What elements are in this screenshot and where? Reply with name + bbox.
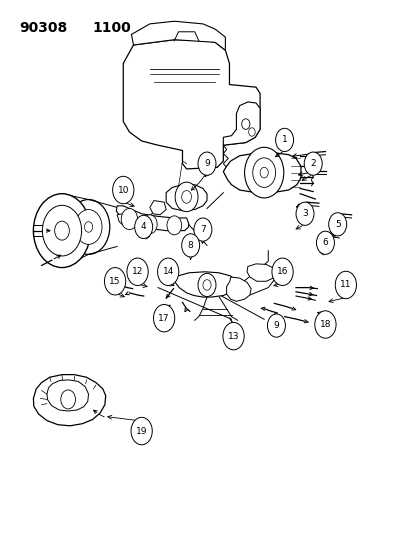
Polygon shape — [33, 375, 105, 426]
Text: 16: 16 — [276, 267, 287, 276]
Text: 14: 14 — [162, 267, 173, 276]
Circle shape — [112, 176, 133, 204]
Circle shape — [275, 128, 293, 151]
Circle shape — [55, 221, 69, 240]
Circle shape — [244, 147, 283, 198]
Polygon shape — [131, 21, 225, 50]
Circle shape — [202, 280, 211, 290]
Text: 19: 19 — [135, 426, 147, 435]
Circle shape — [84, 222, 93, 232]
Circle shape — [248, 128, 254, 136]
Circle shape — [142, 215, 157, 234]
Circle shape — [241, 119, 249, 130]
Circle shape — [153, 304, 174, 332]
Circle shape — [131, 417, 152, 445]
Text: 1: 1 — [281, 135, 287, 144]
Polygon shape — [47, 380, 88, 411]
Text: 12: 12 — [132, 267, 143, 276]
Text: 8: 8 — [188, 241, 193, 250]
Circle shape — [197, 152, 216, 175]
Text: 6: 6 — [322, 238, 328, 247]
Circle shape — [335, 271, 356, 298]
Polygon shape — [226, 277, 251, 301]
Circle shape — [267, 314, 285, 337]
Circle shape — [134, 215, 152, 239]
Circle shape — [197, 273, 216, 296]
Text: 90308: 90308 — [19, 21, 67, 35]
Circle shape — [316, 231, 334, 254]
Text: 3: 3 — [301, 209, 307, 218]
Text: 17: 17 — [158, 314, 169, 322]
Circle shape — [127, 258, 148, 286]
Polygon shape — [223, 102, 259, 145]
Text: 11: 11 — [339, 280, 351, 289]
Text: 10: 10 — [117, 185, 129, 195]
Circle shape — [271, 258, 292, 286]
Circle shape — [259, 167, 268, 178]
Circle shape — [328, 213, 346, 236]
Circle shape — [67, 199, 109, 254]
Text: 9: 9 — [204, 159, 209, 168]
Polygon shape — [166, 185, 206, 211]
Circle shape — [175, 182, 197, 212]
Circle shape — [304, 152, 321, 175]
Circle shape — [157, 258, 178, 286]
Text: 9: 9 — [273, 321, 279, 330]
Text: 4: 4 — [140, 222, 146, 231]
Circle shape — [75, 209, 102, 244]
Circle shape — [252, 158, 275, 188]
Circle shape — [222, 322, 244, 350]
Circle shape — [295, 202, 313, 225]
Polygon shape — [150, 200, 166, 215]
Circle shape — [61, 390, 75, 409]
Circle shape — [104, 268, 126, 295]
Circle shape — [181, 234, 199, 257]
Text: 15: 15 — [109, 277, 121, 286]
Circle shape — [193, 218, 211, 241]
Text: 13: 13 — [227, 332, 239, 341]
Text: 2: 2 — [310, 159, 315, 168]
Text: 5: 5 — [334, 220, 340, 229]
Text: 7: 7 — [199, 225, 205, 234]
Polygon shape — [247, 264, 275, 281]
Circle shape — [166, 216, 181, 235]
Polygon shape — [223, 152, 300, 192]
Circle shape — [181, 191, 191, 203]
Polygon shape — [123, 39, 259, 169]
Text: 1100: 1100 — [93, 21, 131, 35]
Polygon shape — [116, 206, 188, 231]
Circle shape — [33, 193, 90, 268]
Circle shape — [42, 205, 81, 256]
Polygon shape — [174, 272, 236, 297]
Circle shape — [314, 311, 335, 338]
Text: 18: 18 — [319, 320, 330, 329]
Polygon shape — [117, 213, 135, 227]
Circle shape — [121, 208, 137, 230]
